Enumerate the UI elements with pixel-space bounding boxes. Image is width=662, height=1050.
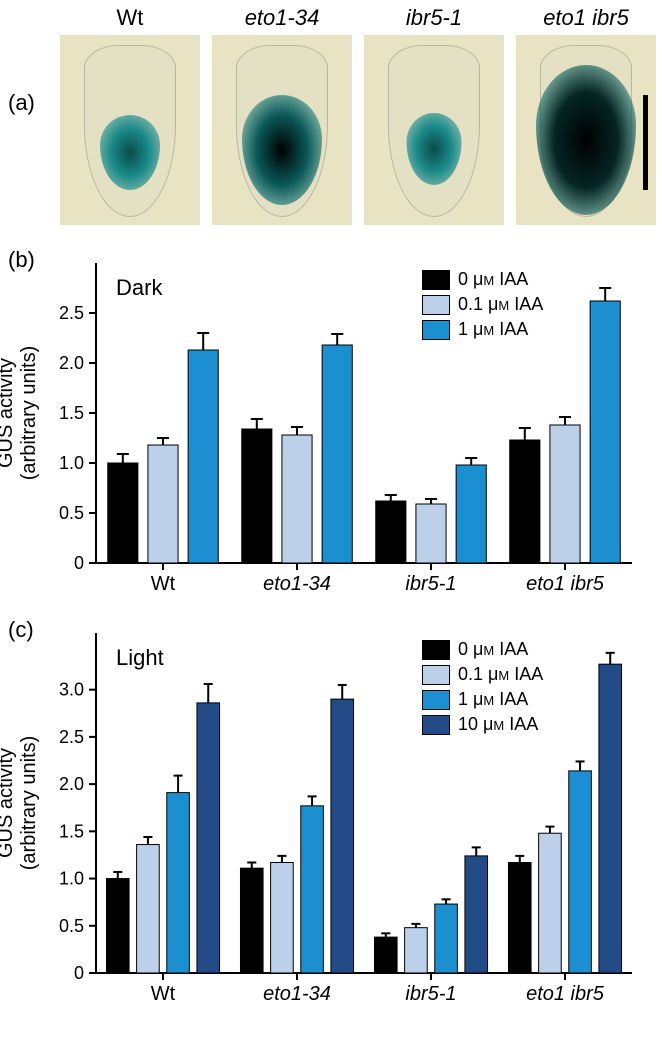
x-group-label: eto1-34 [237,983,357,1006]
x-group-label: ibr5-1 [371,983,491,1006]
legend-label: 0.1 μm IAA [458,294,543,315]
bar [599,664,622,973]
y-tick-label: 1.0 [59,453,84,473]
panel-a-images: Wt eto1-34 ibr5-1 eto1 ibr5 [60,5,656,225]
bar [405,928,428,973]
root-genotype-label: ibr5-1 [364,5,504,31]
legend-item: 0 μm IAA [422,269,543,290]
y-axis-label: GUS activity(arbitrary units) [0,346,41,480]
legend-item: 0.1 μm IAA [422,294,543,315]
bar [376,501,406,563]
condition-label: Dark [116,275,162,301]
y-tick-label: 0.5 [59,916,84,936]
legend-item: 0.1 μm IAA [422,664,543,685]
root-genotype-label: eto1 ibr5 [516,5,656,31]
legend-item: 0 μm IAA [422,639,543,660]
bar [197,703,220,973]
x-group-label: eto1-34 [237,573,357,596]
legend-label: 0.1 μm IAA [458,664,543,685]
bar [322,345,352,563]
y-tick-label: 2.0 [59,353,84,373]
figure: (a) Wt eto1-34 ibr5-1 eto1 ibr5 (b) 0 0.5 1.0… [0,0,662,1025]
y-tick-label: 1.5 [59,403,84,423]
legend-item: 1 μm IAA [422,319,543,340]
bar [590,301,620,563]
panel-c-letter: (c) [8,617,34,643]
y-tick-label: 3.0 [59,680,84,700]
root-genotype-label: Wt [60,5,200,31]
root-image [516,35,656,225]
y-tick-label: 0 [74,553,84,573]
legend-label: 0 μm IAA [458,269,528,290]
root-image [60,35,200,225]
bar [148,445,178,563]
chart-svg: 0 0.5 1.0 1.5 2.0 2.5 3.0 [0,605,662,1025]
panel-b-letter: (b) [8,247,35,273]
bar [301,806,324,973]
panel-a: (a) Wt eto1-34 ibr5-1 eto1 ibr5 [0,0,662,235]
bar [416,504,446,563]
legend: 0 μm IAA 0.1 μm IAA 1 μm IAA [422,269,543,344]
bar [374,937,397,973]
root-image [364,35,504,225]
bar [539,833,562,973]
bar [282,435,312,563]
x-group-label: Wt [103,573,223,596]
legend: 0 μm IAA 0.1 μm IAA 1 μm IAA 10 μm IAA [422,639,543,739]
legend-swatch [422,715,450,735]
x-group-label: eto1 ibr5 [505,983,625,1006]
bar [240,868,263,973]
bar [331,699,354,973]
bar [569,771,592,973]
legend-swatch [422,270,450,290]
legend-label: 1 μm IAA [458,319,528,340]
root-block: ibr5-1 [364,5,504,225]
scale-bar [643,95,648,190]
bar [465,856,488,973]
bar [435,904,458,973]
bar [137,845,160,973]
root-genotype-label: eto1-34 [212,5,352,31]
x-group-label: ibr5-1 [371,573,491,596]
legend-label: 0 μm IAA [458,639,528,660]
root-block: Wt [60,5,200,225]
bar [108,463,138,563]
panel-c: (c) 0 0.5 1.0 1.5 2.0 2.5 3.0 GUS activity(arbi… [0,605,662,1025]
y-tick-label: 2.0 [59,774,84,794]
bar [510,440,540,563]
panel-b: (b) 0 0.5 1.0 1.5 2.0 2.5 GUS activity(arbitra… [0,235,662,605]
legend-item: 10 μm IAA [422,714,543,735]
bar [242,429,272,563]
y-tick-label: 2.5 [59,303,84,323]
legend-swatch [422,690,450,710]
y-tick-label: 2.5 [59,727,84,747]
legend-swatch [422,320,450,340]
legend-label: 1 μm IAA [458,689,528,710]
y-tick-label: 1.0 [59,869,84,889]
root-image [212,35,352,225]
bar [550,425,580,563]
root-block: eto1 ibr5 [516,5,656,225]
root-block: eto1-34 [212,5,352,225]
bar [456,465,486,563]
x-group-label: Wt [103,983,223,1006]
panel-a-letter: (a) [8,90,35,116]
y-tick-label: 1.5 [59,821,84,841]
y-tick-label: 0.5 [59,503,84,523]
bar [106,879,129,973]
legend-swatch [422,665,450,685]
legend-swatch [422,640,450,660]
condition-label: Light [116,645,164,671]
bar [167,793,190,973]
bar [271,863,294,974]
y-axis-label: GUS activity(arbitrary units) [0,736,41,870]
legend-item: 1 μm IAA [422,689,543,710]
bar [508,863,531,974]
y-tick-label: 0 [74,963,84,983]
bar [188,350,218,563]
chart-svg: 0 0.5 1.0 1.5 2.0 2.5 [0,235,662,605]
x-group-label: eto1 ibr5 [505,573,625,596]
legend-label: 10 μm IAA [458,714,538,735]
legend-swatch [422,295,450,315]
